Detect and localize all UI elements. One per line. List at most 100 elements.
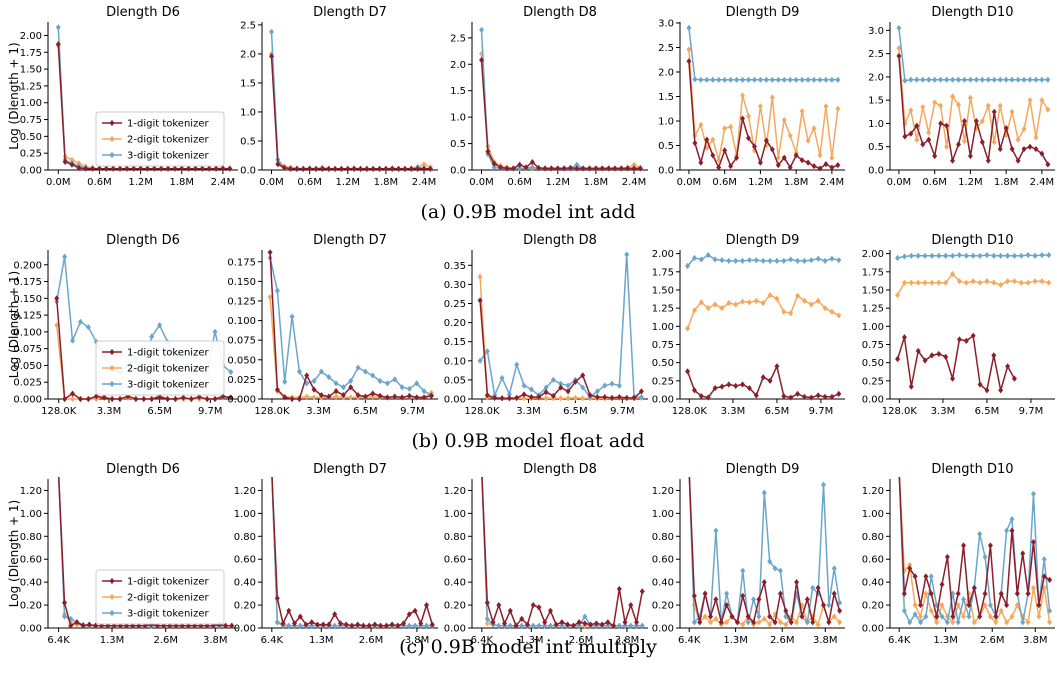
data-point bbox=[372, 621, 378, 628]
data-point bbox=[998, 590, 1004, 597]
data-point bbox=[167, 622, 173, 629]
data-point bbox=[414, 380, 420, 387]
data-point bbox=[938, 76, 944, 83]
y-tick-label: 1.0 bbox=[868, 119, 884, 130]
y-tick-label: 1.00 bbox=[862, 509, 884, 520]
data-point bbox=[274, 595, 280, 602]
data-point bbox=[587, 165, 593, 172]
series-line-1-digit bbox=[896, 335, 1016, 392]
data-point bbox=[634, 619, 640, 626]
data-point bbox=[939, 581, 945, 588]
x-tick-label: 0.0M bbox=[677, 177, 702, 188]
data-point bbox=[811, 76, 817, 83]
data-point bbox=[412, 622, 418, 629]
legend-marker bbox=[109, 151, 115, 159]
data-point bbox=[269, 53, 275, 60]
data-point bbox=[267, 293, 273, 301]
subplot-title: Dlength D10 bbox=[931, 233, 1013, 248]
data-point bbox=[332, 611, 338, 618]
series-line-3-digit bbox=[480, 29, 641, 170]
data-point bbox=[698, 121, 704, 129]
y-tick-label: 1.00 bbox=[862, 322, 884, 333]
data-point bbox=[228, 369, 234, 376]
data-point bbox=[318, 391, 324, 399]
data-point bbox=[355, 621, 361, 628]
x-tick-label: 2.6M bbox=[153, 635, 178, 646]
data-point bbox=[710, 76, 716, 83]
data-point bbox=[616, 585, 622, 593]
data-point bbox=[1039, 97, 1045, 104]
data-point bbox=[929, 352, 935, 359]
data-point bbox=[912, 573, 918, 580]
data-point bbox=[559, 619, 565, 626]
data-point bbox=[624, 394, 630, 401]
data-point bbox=[296, 395, 302, 403]
subplot-title: Dlength D6 bbox=[106, 5, 180, 20]
data-point bbox=[963, 337, 969, 344]
data-point bbox=[914, 136, 920, 143]
data-point bbox=[389, 165, 395, 172]
data-point bbox=[772, 611, 778, 618]
data-point bbox=[161, 622, 167, 629]
data-point bbox=[370, 165, 376, 172]
x-tick-label: 6.5M bbox=[147, 406, 172, 417]
data-point bbox=[622, 619, 628, 626]
data-point bbox=[55, 41, 61, 48]
data-point bbox=[1039, 150, 1045, 157]
data-point bbox=[574, 161, 580, 168]
y-tick-label: 0.75 bbox=[862, 340, 884, 351]
data-point bbox=[62, 599, 68, 606]
data-point bbox=[69, 161, 75, 168]
data-point bbox=[550, 376, 556, 383]
x-tick-label: 3.3M bbox=[97, 406, 122, 417]
x-tick-label: 3.8M bbox=[1023, 635, 1048, 646]
data-point bbox=[282, 394, 288, 401]
data-point bbox=[767, 291, 773, 299]
data-point bbox=[997, 145, 1003, 153]
data-point bbox=[542, 619, 548, 626]
data-point bbox=[740, 298, 746, 305]
data-point bbox=[956, 278, 962, 285]
data-point bbox=[101, 394, 107, 401]
data-point bbox=[1014, 590, 1020, 597]
data-point bbox=[805, 159, 811, 166]
data-point bbox=[507, 607, 513, 614]
subplot-title: Dlength D8 bbox=[523, 233, 597, 248]
data-point bbox=[817, 76, 823, 83]
data-point bbox=[728, 162, 734, 170]
data-point bbox=[955, 619, 961, 626]
data-point bbox=[822, 257, 828, 265]
y-tick-label: 0.5 bbox=[240, 136, 256, 147]
data-point bbox=[985, 102, 991, 109]
x-tick-label: 0.6M bbox=[87, 177, 112, 188]
data-point bbox=[1005, 252, 1011, 259]
data-point bbox=[793, 152, 799, 159]
data-point bbox=[138, 165, 144, 172]
y-tick-label: 0.00 bbox=[20, 624, 42, 635]
subplot-3-3: Dlength D8 0.00 0.20 0.40 0.60 0.80 1.00 1.20 6.… bbox=[444, 462, 648, 646]
data-point bbox=[639, 588, 645, 595]
data-point bbox=[907, 561, 913, 569]
y-tick-label: 1.5 bbox=[658, 92, 674, 103]
data-point bbox=[1045, 161, 1051, 168]
data-point bbox=[950, 270, 956, 278]
data-point bbox=[987, 601, 993, 609]
data-point bbox=[746, 299, 752, 306]
data-point bbox=[950, 613, 956, 620]
data-point bbox=[751, 143, 757, 150]
x-tick-label: 1.3M bbox=[723, 635, 748, 646]
data-point bbox=[62, 613, 68, 620]
data-point bbox=[389, 621, 395, 628]
data-point bbox=[787, 76, 793, 83]
x-tick-label: 1.3M bbox=[309, 635, 334, 646]
data-point bbox=[548, 165, 554, 172]
data-point bbox=[56, 464, 61, 470]
x-tick-label: 1.8M bbox=[374, 177, 399, 188]
data-point bbox=[817, 165, 823, 172]
data-point bbox=[781, 308, 787, 315]
data-point bbox=[151, 165, 157, 172]
data-point bbox=[521, 395, 527, 402]
series-line-1-digit bbox=[481, 477, 644, 627]
data-point bbox=[638, 388, 644, 395]
y-tick-label: 0.00 bbox=[444, 624, 466, 635]
